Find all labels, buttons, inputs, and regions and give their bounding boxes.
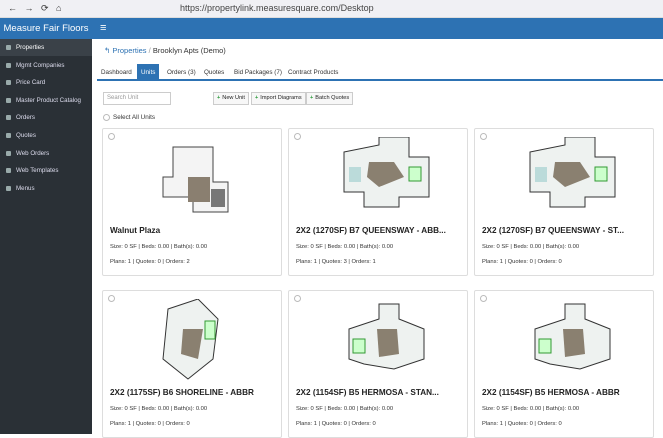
unit-size: Size: 0 SF | Beds: 0.00 | Bath(s): 0.00 [482, 406, 580, 412]
unit-counts: Plans: 1 | Quotes: 0 | Orders: 0 [482, 421, 562, 427]
unit-counts: Plans: 1 | Quotes: 0 | Orders: 0 [110, 421, 190, 427]
icon [6, 185, 11, 191]
plus-icon: + [310, 95, 314, 101]
unit-card[interactable]: Walnut Plaza Size: 0 SF | Beds: 0.00 | Ba… [102, 128, 282, 276]
menu-toggle[interactable]: ≡ [100, 22, 107, 34]
select-all-label[interactable]: Select All Units [113, 114, 155, 121]
icon [6, 150, 11, 156]
card-checkbox[interactable] [480, 295, 487, 302]
sidebar: Properties Mgmt Companies Price Card Master… [0, 18, 92, 434]
unit-size: Size: 0 SF | Beds: 0.00 | Bath(s): 0.00 [296, 244, 394, 250]
icon [6, 97, 11, 103]
back-arrow[interactable]: ↰ [104, 46, 113, 55]
breadcrumb-parent[interactable]: Properties [112, 46, 147, 55]
breadcrumb: ↰ Properties / Brooklyn Apts (Demo) [104, 46, 226, 55]
breadcrumb-current: Brooklyn Apts (Demo) [152, 46, 226, 55]
floor-plan [162, 146, 229, 213]
sidebar-label[interactable]: Web Orders [16, 149, 50, 157]
icon [6, 45, 11, 50]
sidebar-item[interactable]: Orders [0, 109, 92, 126]
sidebar-item[interactable]: Web Orders [0, 145, 92, 162]
icon [6, 62, 11, 68]
tab[interactable]: Bid Packages (7) [234, 69, 282, 76]
unit-card[interactable]: 2X2 (1270SF) B7 QUEENSWAY - ABB... Size: … [288, 128, 468, 276]
unit-card[interactable]: 2X2 (1175SF) B6 SHORELINE - ABBR Size: 0 … [102, 290, 282, 438]
tab[interactable]: Orders (3) [167, 69, 196, 76]
tab[interactable]: Quotes [204, 69, 225, 76]
sidebar-label[interactable]: Menus [16, 184, 35, 192]
brand[interactable]: Measure Fair Floors [0, 18, 92, 39]
card-checkbox[interactable] [108, 295, 115, 302]
unit-counts: Plans: 1 | Quotes: 0 | Orders: 0 [482, 259, 562, 265]
button-label[interactable]: New Unit [222, 95, 245, 101]
card-checkbox[interactable] [294, 295, 301, 302]
icon [6, 133, 11, 138]
icon [6, 168, 11, 174]
sidebar-item[interactable]: Quotes [0, 127, 92, 144]
unit-title[interactable]: Walnut Plaza [110, 226, 161, 235]
sidebar-item[interactable]: Web Templates [0, 162, 92, 179]
nav-icons: ← → ⟳ ⌂ [8, 3, 62, 13]
search-input[interactable]: Search Unit [103, 92, 171, 105]
unit-title[interactable]: 2X2 (1154SF) B5 HERMOSA - ABBR [482, 388, 620, 397]
sidebar-label[interactable]: Quotes [16, 132, 36, 139]
floor-plan [529, 137, 616, 208]
unit-card[interactable]: 2X2 (1154SF) B5 HERMOSA - ABBR Size: 0 SF… [474, 290, 654, 438]
url[interactable]: https://propertylink.measuresquare.com/D… [180, 3, 374, 13]
unit-counts: Plans: 1 | Quotes: 0 | Orders: 0 [296, 421, 376, 427]
unit-card[interactable]: 2X2 (1154SF) B5 HERMOSA - STAN... Size: 0… [288, 290, 468, 438]
tab[interactable]: Dashboard [101, 69, 132, 76]
sidebar-item[interactable]: Menus [0, 180, 92, 197]
sidebar-label[interactable]: Web Templates [16, 167, 59, 175]
sidebar-item[interactable]: Mgmt Companies [0, 57, 92, 74]
card-checkbox[interactable] [294, 133, 301, 140]
sidebar-item[interactable]: Master Product Catalog [0, 92, 92, 109]
tab[interactable]: Units [137, 64, 160, 81]
tabs: Dashboard Units Orders (3) Quotes Bid Packag… [97, 64, 663, 81]
toolbar-button[interactable]: + Batch Quotes [306, 92, 354, 105]
sidebar-item[interactable]: Price Card [0, 74, 92, 91]
floor-plan [534, 303, 611, 370]
plus-icon: + [217, 95, 221, 101]
unit-card[interactable]: 2X2 (1270SF) B7 QUEENSWAY - ST... Size: 0… [474, 128, 654, 276]
card-checkbox[interactable] [480, 133, 487, 140]
button-label[interactable]: Import Diagrams [260, 95, 302, 101]
unit-title[interactable]: 2X2 (1154SF) B5 HERMOSA - STAN... [296, 388, 439, 397]
unit-title[interactable]: 2X2 (1270SF) B7 QUEENSWAY - ABB... [296, 226, 446, 235]
select-all[interactable]: Select All Units [103, 114, 155, 121]
unit-title[interactable]: 2X2 (1175SF) B6 SHORELINE - ABBR [110, 388, 254, 397]
unit-title[interactable]: 2X2 (1270SF) B7 QUEENSWAY - ST... [482, 226, 624, 235]
floor-plan [343, 137, 430, 208]
icon [6, 115, 11, 121]
sidebar-label[interactable]: Properties [16, 44, 45, 51]
unit-size: Size: 0 SF | Beds: 0.00 | Bath(s): 0.00 [296, 406, 394, 412]
sidebar-item[interactable]: Properties [0, 39, 92, 56]
button-label[interactable]: Batch Quotes [315, 95, 350, 101]
sidebar-label[interactable]: Mgmt Companies [16, 61, 65, 69]
tab[interactable]: Contract Products [288, 69, 339, 76]
sidebar-label[interactable]: Orders [16, 114, 35, 122]
floor-plan [348, 303, 425, 370]
sidebar-label[interactable]: Master Product Catalog [16, 96, 81, 104]
toolbar-button[interactable]: + Import Diagrams [251, 92, 306, 105]
unit-counts: Plans: 1 | Quotes: 0 | Orders: 2 [110, 259, 190, 265]
floor-plan [162, 299, 219, 380]
unit-counts: Plans: 1 | Quotes: 3 | Orders: 1 [296, 259, 376, 265]
browser-bar: ← → ⟳ ⌂ https://propertylink.measuresqua… [0, 0, 663, 18]
top-bar: ≡ [92, 18, 663, 39]
unit-size: Size: 0 SF | Beds: 0.00 | Bath(s): 0.00 [110, 244, 208, 250]
plus-icon: + [255, 95, 259, 101]
icon [6, 80, 11, 86]
toolbar-button[interactable]: + New Unit [213, 92, 249, 105]
unit-size: Size: 0 SF | Beds: 0.00 | Bath(s): 0.00 [110, 406, 208, 412]
unit-size: Size: 0 SF | Beds: 0.00 | Bath(s): 0.00 [482, 244, 580, 250]
card-checkbox[interactable] [108, 133, 115, 140]
sidebar-label[interactable]: Price Card [16, 79, 46, 87]
